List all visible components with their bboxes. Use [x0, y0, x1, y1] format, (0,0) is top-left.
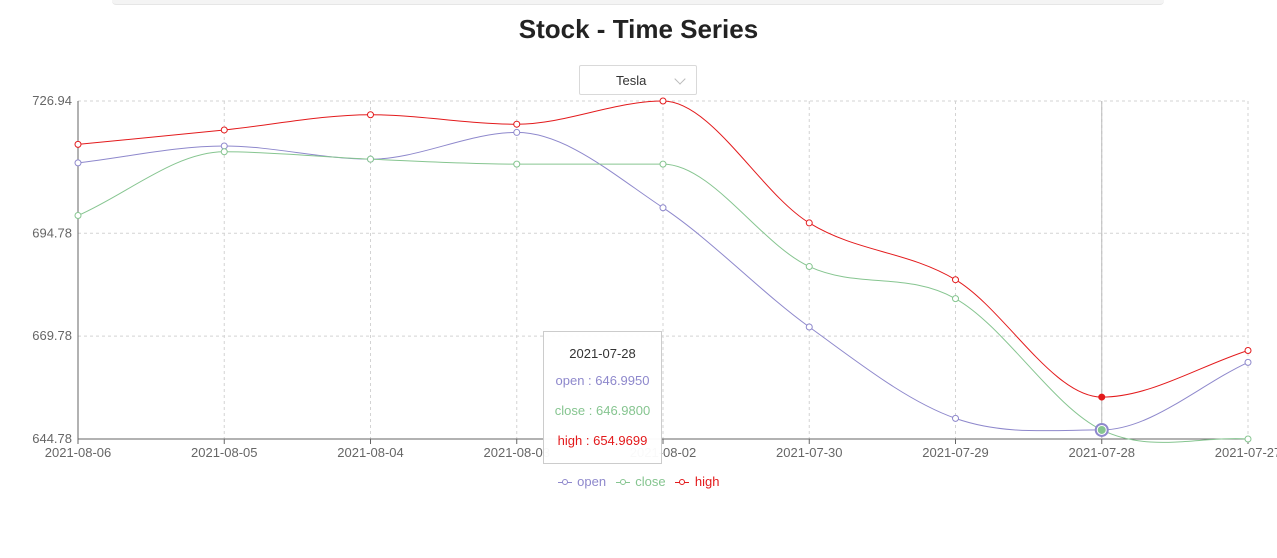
- x-tick-label: 2021-07-30: [776, 445, 843, 460]
- time-series-chart[interactable]: 644.78 669.78 694.78 726.94 2021-08-06 2021-0…: [0, 0, 1277, 470]
- data-point-open[interactable]: [952, 414, 959, 422]
- data-point-high[interactable]: [952, 276, 959, 284]
- y-tick-label: 694.78: [32, 225, 72, 240]
- legend-line-icon: [615, 478, 630, 487]
- data-point-high[interactable]: [367, 111, 374, 119]
- data-point-close[interactable]: [513, 160, 521, 168]
- y-tick-label: 669.78: [32, 328, 72, 343]
- legend-item-open[interactable]: open: [557, 474, 607, 489]
- x-tick-label: 2021-07-28: [1069, 445, 1136, 460]
- data-point-close[interactable]: [659, 160, 667, 168]
- data-point-high[interactable]: [513, 120, 521, 128]
- data-point-open[interactable]: [220, 142, 228, 150]
- data-point-open[interactable]: [74, 159, 82, 167]
- legend-line-icon: [675, 478, 690, 487]
- data-point-high[interactable]: [74, 140, 82, 148]
- legend-label-high: high: [694, 474, 720, 489]
- chart-tooltip: 2021-07-28 open : 646.9950 close : 646.9…: [543, 331, 662, 464]
- page-title: Stock - Time Series: [518, 14, 759, 44]
- legend-line-icon: [557, 478, 572, 487]
- series-line-high: [77, 100, 1249, 398]
- data-point-close[interactable]: [952, 295, 959, 303]
- data-point-close[interactable]: [805, 263, 813, 271]
- top-scroll-strip: [112, 0, 1164, 5]
- data-point-high[interactable]: [805, 219, 813, 227]
- stock-select-value: Tesla: [616, 73, 647, 88]
- tooltip-row-close: close : 646.9800: [554, 403, 651, 418]
- data-point-high[interactable]: [1244, 346, 1252, 354]
- x-tick-label: 2021-07-27: [1215, 445, 1277, 460]
- x-tick-label: 2021-08-05: [191, 445, 258, 460]
- legend-item-high[interactable]: high: [675, 474, 719, 489]
- data-point-open[interactable]: [805, 323, 813, 331]
- data-point-high[interactable]: [220, 126, 228, 134]
- data-point-close[interactable]: [74, 212, 82, 220]
- y-tick-label: 644.78: [32, 431, 72, 446]
- data-point-close[interactable]: [220, 148, 228, 156]
- data-point-close[interactable]: [367, 155, 374, 163]
- chart-legend: open close high: [0, 474, 1277, 489]
- stock-select[interactable]: Tesla: [579, 65, 697, 95]
- tooltip-row-high: high : 654.9699: [557, 433, 648, 448]
- tooltip-date: 2021-07-28: [569, 346, 636, 361]
- series-line-close: [77, 151, 1249, 443]
- x-tick-label: 2021-07-29: [922, 445, 989, 460]
- data-point-open[interactable]: [659, 204, 667, 212]
- legend-label-close: close: [635, 474, 666, 489]
- legend-label-open: open: [577, 474, 607, 489]
- data-point-open[interactable]: [513, 128, 521, 136]
- legend-item-close[interactable]: close: [615, 474, 666, 489]
- data-point-close[interactable]: [1097, 425, 1106, 434]
- y-tick-label: 726.94: [32, 93, 72, 108]
- data-point-close[interactable]: [1244, 435, 1252, 443]
- data-point-high[interactable]: [1098, 393, 1106, 401]
- x-tick-label: 2021-08-04: [337, 445, 404, 460]
- data-point-open[interactable]: [1244, 358, 1252, 366]
- x-tick-label: 2021-08-06: [45, 445, 112, 460]
- x-tick-label: 2021-08-03: [484, 445, 551, 460]
- tooltip-row-open: open : 646.9950: [555, 373, 650, 388]
- data-point-high[interactable]: [659, 97, 667, 105]
